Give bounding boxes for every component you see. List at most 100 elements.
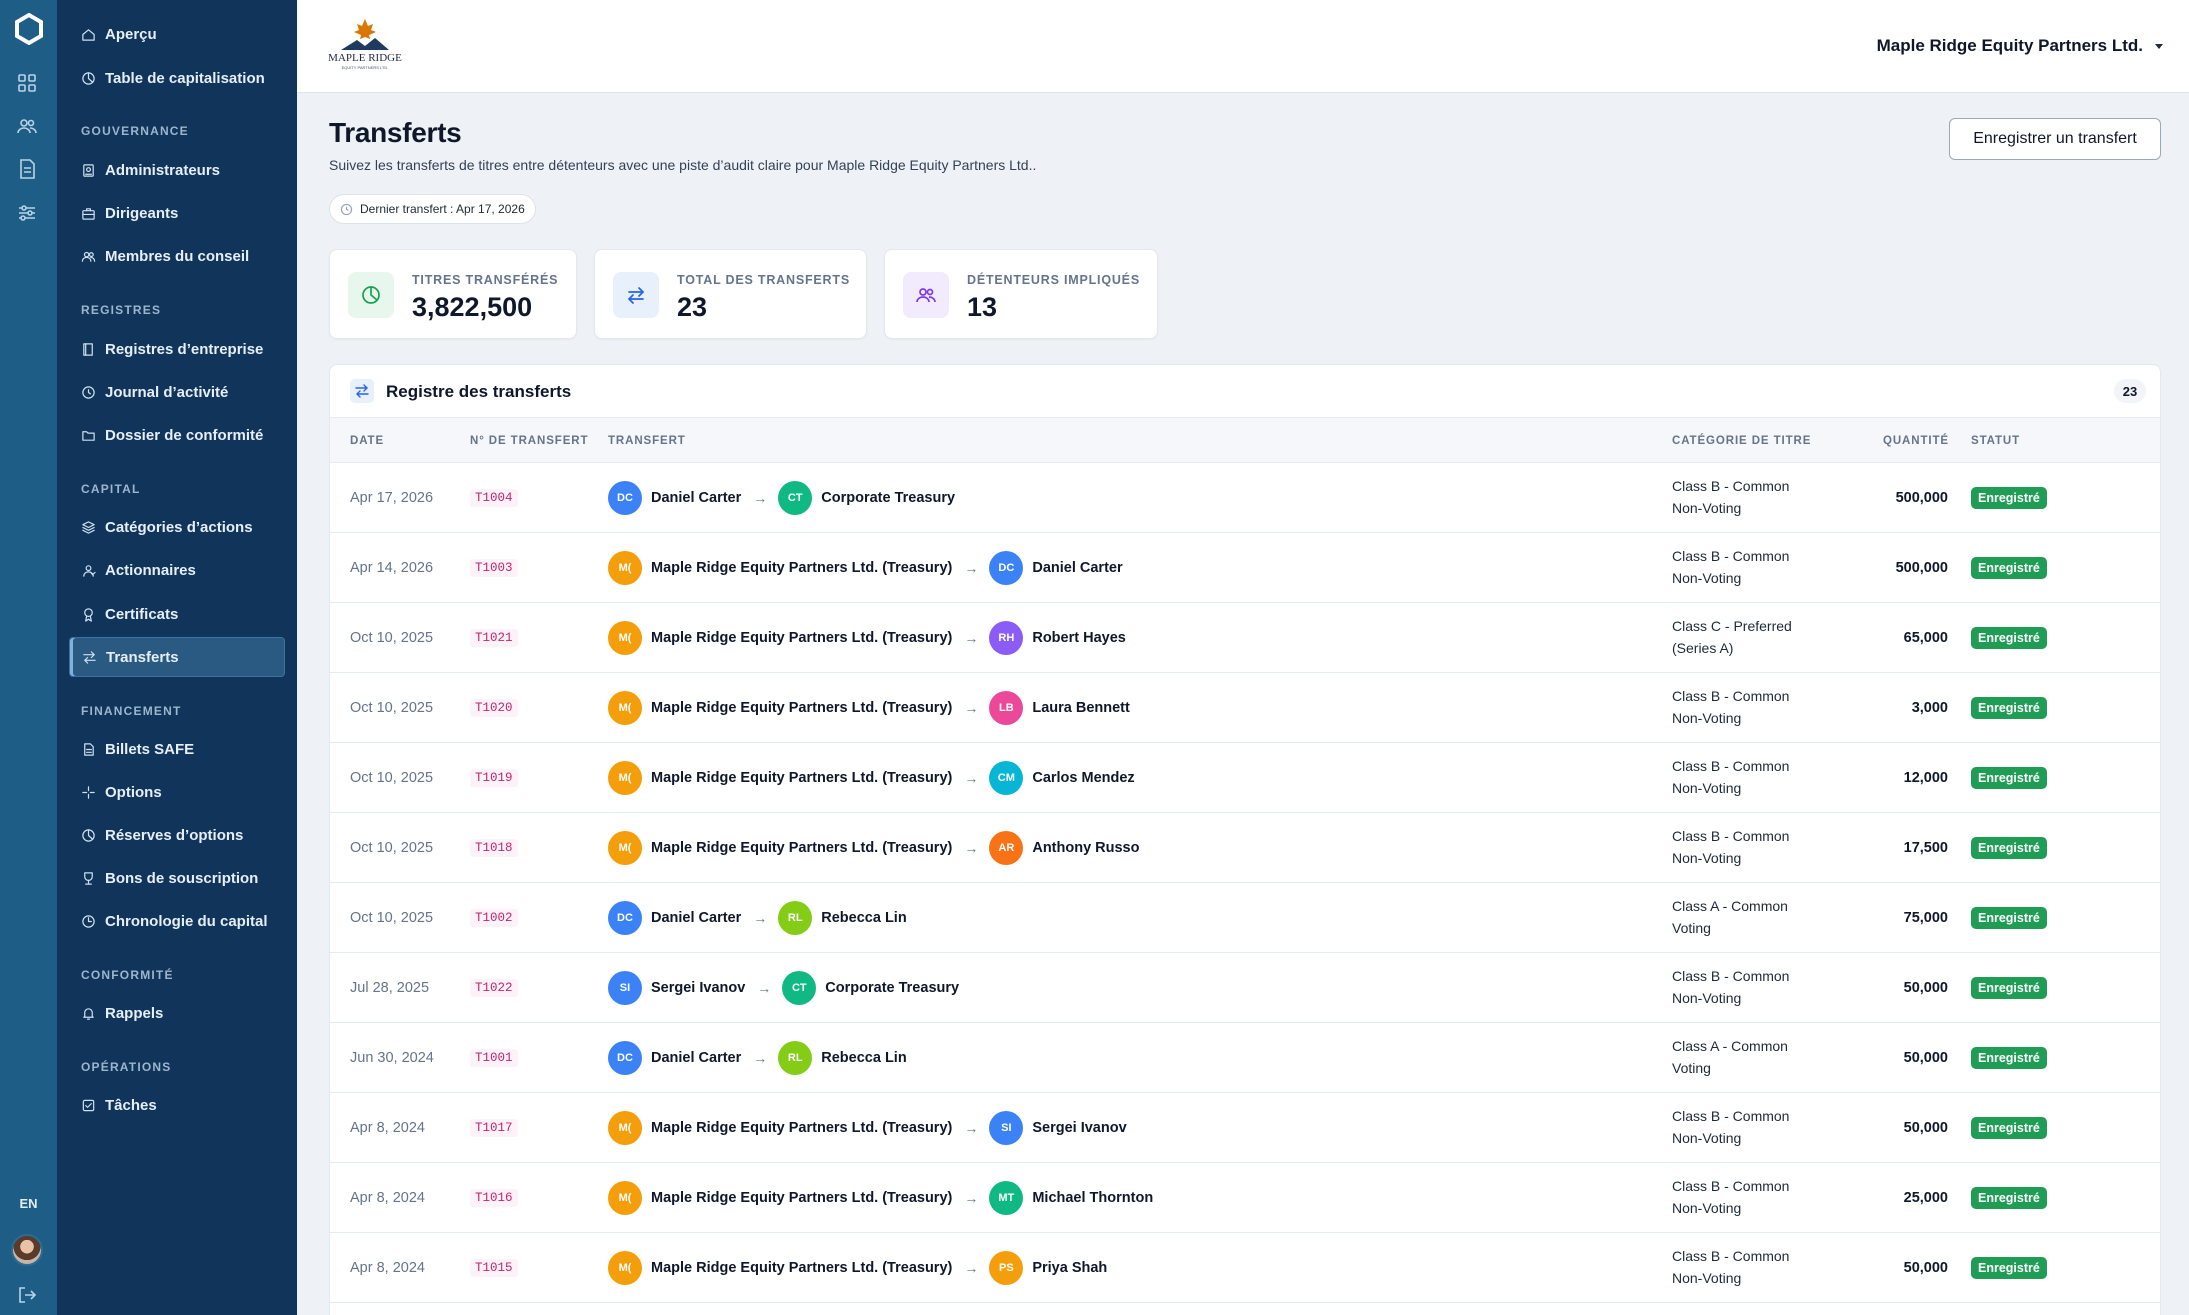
to-holder-name[interactable]: Daniel Carter	[1032, 560, 1123, 576]
from-holder-name[interactable]: Daniel Carter	[651, 1050, 742, 1066]
to-holder-name[interactable]: Corporate Treasury	[825, 980, 960, 996]
category-detail: Non-Voting	[1672, 1200, 1742, 1216]
sidebar-item-label: Registres d’entreprise	[105, 340, 264, 358]
transfer-number[interactable]: T1002	[470, 909, 518, 927]
column-header-transfer[interactable]: TRANSFERT	[608, 435, 686, 447]
column-header-status[interactable]: STATUT	[1971, 435, 2021, 447]
last-transfer-pill: Dernier transfert : Apr 17, 2026	[329, 194, 536, 224]
table-row[interactable]: Apr 14, 2026 T1003 M(Maple Ridge Equity Pa…	[330, 533, 2160, 603]
app-logo-icon[interactable]	[13, 13, 45, 45]
sidebar-item-categories-d-actions[interactable]: Catégories d’actions	[69, 507, 285, 547]
column-header-date[interactable]: DATE	[350, 435, 385, 447]
sidebar-item-options[interactable]: Options	[69, 772, 285, 812]
to-holder-name[interactable]: Michael Thornton	[1032, 1190, 1154, 1206]
transfer-number[interactable]: T1020	[470, 699, 518, 717]
table-row[interactable]: Oct 10, 2025 T1018 M(Maple Ridge Equity Pa…	[330, 813, 2160, 883]
sidebar-item-rappels[interactable]: Rappels	[69, 993, 285, 1033]
transfer-number[interactable]: T1021	[470, 629, 518, 647]
language-switch[interactable]: EN	[19, 1196, 38, 1211]
stat-value: 23	[677, 292, 708, 322]
sidebar-item-billets-safe[interactable]: Billets SAFE	[69, 729, 285, 769]
transfer-number[interactable]: T1017	[470, 1119, 518, 1137]
sidebar-item-table-de-capitalisation[interactable]: Table de capitalisation	[69, 58, 285, 98]
sidebar-item-taches[interactable]: Tâches	[69, 1085, 285, 1125]
to-holder-avatar: AR	[989, 831, 1024, 865]
sidebar-item-membres-du-conseil[interactable]: Membres du conseil	[69, 236, 285, 276]
sidebar-item-reserves-d-options[interactable]: Réserves d’options	[69, 815, 285, 855]
from-holder-avatar: DC	[608, 481, 642, 515]
sidebar-item-label: Catégories d’actions	[105, 518, 253, 536]
sidebar-item-dirigeants[interactable]: Dirigeants	[69, 193, 285, 233]
to-holder-name[interactable]: Rebecca Lin	[821, 1050, 907, 1066]
from-holder-name[interactable]: Maple Ridge Equity Partners Ltd. (Treasu…	[651, 1190, 953, 1206]
table-row[interactable]: Jun 30, 2024 T1001 DC Daniel Carter → RL Rebec…	[330, 1023, 2160, 1093]
to-holder-name[interactable]: Robert Hayes	[1032, 630, 1126, 646]
sidebar-item-administrateurs[interactable]: Administrateurs	[69, 150, 285, 190]
from-holder-name[interactable]: Daniel Carter	[651, 910, 742, 926]
to-holder-name[interactable]: Corporate Treasury	[821, 490, 956, 506]
column-header-number[interactable]: N° DE TRANSFERT	[470, 435, 589, 447]
sidebar-item-journal-d-activite[interactable]: Journal d’activité	[69, 372, 285, 412]
transfer-number[interactable]: T1016	[470, 1189, 518, 1207]
status-badge: Enregistré	[1971, 1047, 2047, 1069]
arrow-right-icon: →	[964, 1120, 979, 1136]
from-holder-name[interactable]: Sergei Ivanov	[651, 980, 746, 996]
to-holder-name[interactable]: Anthony Russo	[1032, 840, 1140, 856]
grid-icon[interactable]	[16, 72, 38, 94]
transfer-number[interactable]: T1003	[470, 559, 518, 577]
sidebar-item-transferts[interactable]: Transferts	[69, 637, 285, 677]
transfer-number[interactable]: T1001	[470, 1049, 518, 1067]
to-holder-name[interactable]: Sergei Ivanov	[1032, 1120, 1127, 1136]
sidebar-item-apercu[interactable]: Aperçu	[69, 14, 285, 54]
table-row[interactable]: Apr 8, 2024 T1017 M(Maple Ridge Equity Par…	[330, 1093, 2160, 1163]
from-holder-name[interactable]: Maple Ridge Equity Partners Ltd. (Treasu…	[651, 770, 953, 786]
security-category: Class B - Common Non-Voting	[1672, 1245, 1812, 1289]
table-row[interactable]: Oct 10, 2025 T1002 DC Daniel Carter → RL Rebec…	[330, 883, 2160, 953]
logout-icon[interactable]	[16, 1284, 38, 1306]
transfer-number[interactable]: T1018	[470, 839, 518, 857]
table-row[interactable]: Apr 8, 2024 T1015 M(Maple Ridge Equity Par…	[330, 1233, 2160, 1303]
from-holder-name[interactable]: Maple Ridge Equity Partners Ltd. (Treasu…	[651, 1260, 953, 1276]
column-header-quantity[interactable]: QUANTITÉ	[1883, 435, 1949, 447]
stat-value: 13	[967, 292, 998, 322]
to-holder-name[interactable]: Laura Bennett	[1032, 700, 1130, 716]
clock-icon	[340, 203, 353, 215]
table-row[interactable]: Oct 10, 2025 T1019 M(Maple Ridge Equity Pa…	[330, 743, 2160, 813]
document-icon[interactable]	[16, 158, 38, 180]
to-holder-name[interactable]: Carlos Mendez	[1032, 770, 1135, 786]
column-header-category[interactable]: CATÉGORIE DE TITRE	[1672, 435, 1812, 447]
transfer-date: Apr 14, 2026	[350, 560, 434, 576]
transfer-number[interactable]: T1015	[470, 1259, 518, 1277]
transfer-number[interactable]: T1019	[470, 769, 518, 787]
from-holder-name[interactable]: Maple Ridge Equity Partners Ltd. (Treasu…	[651, 560, 953, 576]
to-holder-name[interactable]: Priya Shah	[1032, 1260, 1108, 1276]
to-holder-avatar: MT	[989, 1181, 1024, 1215]
record-transfer-button[interactable]: Enregistrer un transfert	[1949, 118, 2161, 160]
to-holder-name[interactable]: Rebecca Lin	[821, 910, 907, 926]
user-avatar[interactable]	[11, 1234, 43, 1266]
table-row[interactable]: Oct 10, 2025 T1021 M(Maple Ridge Equity Pa…	[330, 603, 2160, 673]
from-holder-name[interactable]: Maple Ridge Equity Partners Ltd. (Treasu…	[651, 840, 953, 856]
table-row[interactable]: Apr 17, 2026 T1004 DC Daniel Carter → CT Corpo…	[330, 463, 2160, 533]
from-holder-name[interactable]: Maple Ridge Equity Partners Ltd. (Treasu…	[651, 630, 953, 646]
sidebar-item-label: Chronologie du capital	[105, 912, 268, 930]
from-holder-name[interactable]: Maple Ridge Equity Partners Ltd. (Treasu…	[651, 1120, 953, 1136]
to-holder-avatar: CT	[778, 481, 813, 515]
company-switcher[interactable]: Maple Ridge Equity Partners Ltd.	[1877, 36, 2163, 56]
sidebar-item-certificats[interactable]: Certificats	[69, 594, 285, 634]
sidebar-item-chronologie-du-capital[interactable]: Chronologie du capital	[69, 901, 285, 941]
from-holder-name[interactable]: Daniel Carter	[651, 490, 742, 506]
transfer-parties: M(Maple Ridge Equity Partners Ltd. (Trea…	[608, 761, 1135, 795]
sidebar-item-dossier-de-conformite[interactable]: Dossier de conformité	[69, 415, 285, 455]
transfer-number[interactable]: T1022	[470, 979, 518, 997]
table-row[interactable]: Jul 28, 2025 T1022 SI Sergei Ivanov → CT Corpo…	[330, 953, 2160, 1023]
table-row[interactable]: Apr 8, 2024 T1016 M(Maple Ridge Equity Par…	[330, 1163, 2160, 1233]
sliders-icon[interactable]	[16, 202, 38, 224]
from-holder-name[interactable]: Maple Ridge Equity Partners Ltd. (Treasu…	[651, 700, 953, 716]
sidebar-item-actionnaires[interactable]: Actionnaires	[69, 550, 285, 590]
users-icon[interactable]	[16, 115, 38, 137]
transfer-number[interactable]: T1004	[470, 489, 518, 507]
sidebar-item-bons-de-souscription[interactable]: Bons de souscription	[69, 858, 285, 898]
sidebar-item-registres-d-entreprise[interactable]: Registres d’entreprise	[69, 329, 285, 369]
table-row[interactable]: Oct 10, 2025 T1020 M(Maple Ridge Equity Pa…	[330, 673, 2160, 743]
